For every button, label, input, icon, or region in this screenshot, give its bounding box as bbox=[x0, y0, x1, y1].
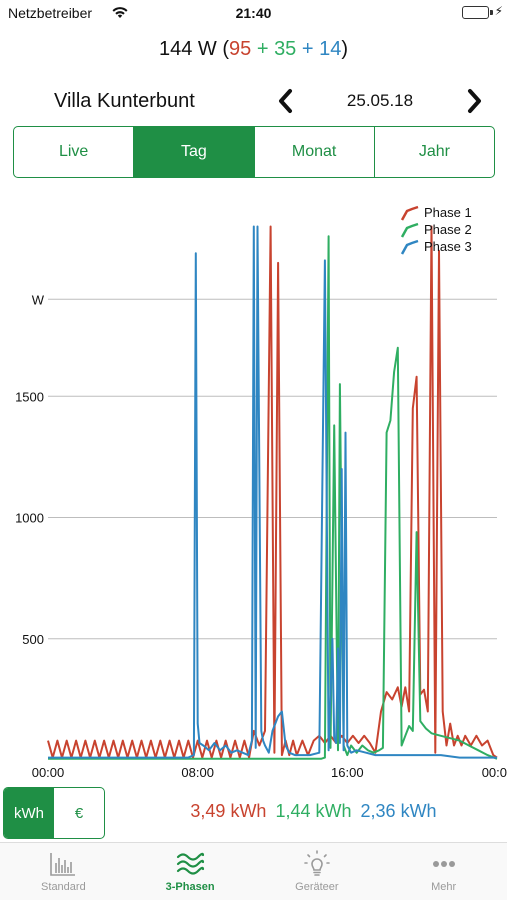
tab-jahr[interactable]: Jahr bbox=[418, 143, 450, 160]
tab-bar: Standard 3-Phasen Geräteer Mehr bbox=[0, 842, 507, 900]
tab-live[interactable]: Live bbox=[14, 127, 135, 177]
y-axis-label: W bbox=[32, 292, 45, 307]
paren-open: ( bbox=[222, 38, 230, 60]
chart-svg: 500 1000 1500 W 00:00 08:00 16:00 00:0 Phase 1 Ph… bbox=[15, 205, 507, 780]
phase1-total: 3,49 kWh bbox=[190, 801, 267, 821]
legend-swatch bbox=[400, 239, 419, 255]
total-power: 144 W bbox=[158, 38, 217, 60]
tab-monat[interactable]: Monat bbox=[255, 127, 375, 177]
x-tick-label: 00:0 bbox=[482, 765, 507, 780]
phase1-power: 95 bbox=[229, 38, 252, 60]
tabbar-mehr[interactable]: Mehr bbox=[380, 843, 507, 900]
battery-icon bbox=[462, 6, 489, 19]
charging-bolt-icon: ⚡ bbox=[494, 4, 503, 18]
waves-icon bbox=[177, 852, 205, 875]
phase-chart: 500 1000 1500 W 00:00 08:00 16:00 00:0 Phase 1 Ph… bbox=[0, 185, 507, 785]
series-line-2 bbox=[48, 235, 498, 760]
y-tick-label: 500 bbox=[22, 632, 44, 647]
tabbar-standard[interactable]: Standard bbox=[0, 843, 127, 900]
series-line-1 bbox=[47, 225, 498, 759]
x-tick-label: 08:00 bbox=[181, 765, 214, 780]
phase2-total: 1,44 kWh bbox=[275, 801, 352, 821]
legend-swatch bbox=[400, 205, 419, 221]
wifi-icon bbox=[110, 4, 130, 20]
unit-toggle: kWh € bbox=[3, 787, 105, 839]
battery-tip bbox=[490, 10, 493, 15]
plus-sign: + bbox=[296, 38, 320, 60]
unit-kwh-button[interactable]: kWh bbox=[4, 788, 54, 838]
power-summary: 144 W (95 + 35 + 14) bbox=[0, 38, 507, 61]
y-tick-label: 1000 bbox=[15, 511, 44, 526]
tabbar-label: Standard bbox=[41, 881, 86, 893]
house-name: Villa Kunterbunt bbox=[54, 90, 195, 112]
carrier-label: Netzbetreiber bbox=[8, 5, 93, 21]
lightbulb-icon bbox=[304, 850, 330, 876]
tabbar-label: 3-Phasen bbox=[165, 881, 215, 893]
phase3-total: 2,36 kWh bbox=[360, 801, 437, 821]
x-tick-label: 00:00 bbox=[32, 765, 65, 780]
unit-euro-button[interactable]: € bbox=[74, 804, 84, 822]
clock: 21:40 bbox=[235, 5, 272, 21]
plus-sign: + bbox=[251, 38, 275, 60]
more-icon bbox=[432, 861, 455, 867]
date-label: 25.05.18 bbox=[346, 91, 414, 110]
tabbar-geraeteer[interactable]: Geräteer bbox=[254, 843, 381, 900]
series-line-3 bbox=[48, 225, 497, 759]
tabbar-label: Mehr bbox=[431, 881, 457, 893]
legend-label: Phase 2 bbox=[424, 222, 472, 237]
phase3-power: 14 bbox=[319, 38, 342, 60]
next-day-button[interactable] bbox=[462, 88, 486, 114]
status-bar: Netzbetreiber 21:40 ⚡ bbox=[0, 0, 507, 28]
legend-label: Phase 1 bbox=[424, 205, 472, 220]
previous-day-button[interactable] bbox=[274, 88, 298, 114]
x-tick-label: 16:00 bbox=[331, 765, 364, 780]
legend-label: Phase 3 bbox=[424, 239, 472, 254]
y-tick-label: 1500 bbox=[15, 389, 44, 404]
legend-swatch bbox=[400, 222, 419, 238]
energy-totals: 3,49 kWh 1,44 kWh 2,36 kWh bbox=[120, 801, 507, 822]
paren-close: ) bbox=[341, 38, 349, 60]
phase2-power: 35 bbox=[274, 38, 297, 60]
chevron-right-icon bbox=[468, 89, 481, 113]
bar-chart-icon bbox=[50, 853, 76, 876]
period-selector: Live Tag Monat Jahr bbox=[13, 126, 495, 178]
chevron-left-icon bbox=[279, 89, 292, 113]
tabbar-3-phasen[interactable]: 3-Phasen bbox=[127, 843, 254, 900]
tab-tag[interactable]: Tag bbox=[134, 127, 255, 177]
tabbar-label: Geräteer bbox=[295, 881, 339, 893]
